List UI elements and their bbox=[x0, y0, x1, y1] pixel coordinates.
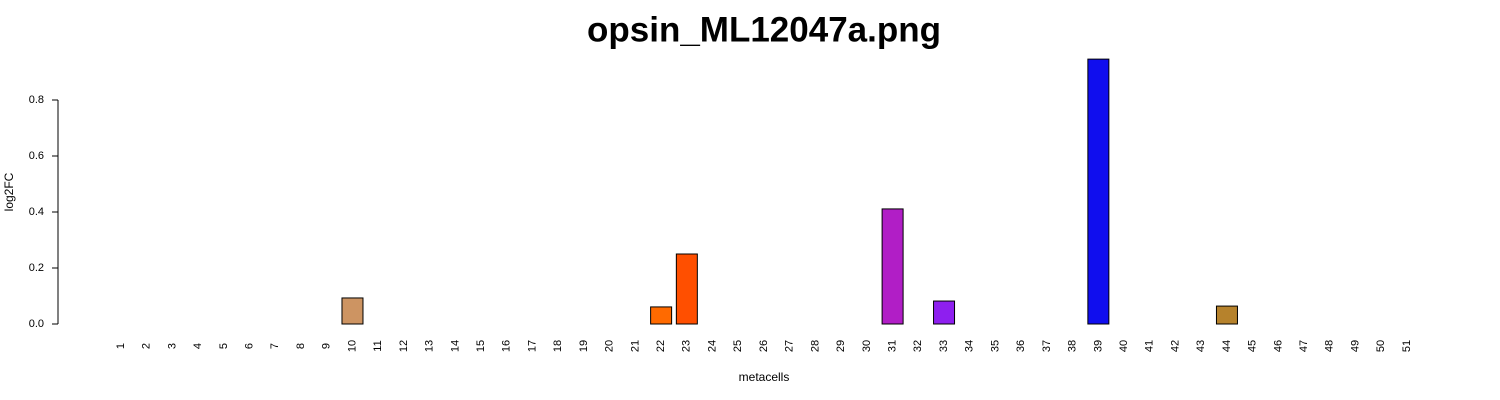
x-tick-label: 11 bbox=[372, 340, 384, 351]
x-tick-label: 21 bbox=[629, 340, 641, 352]
x-tick-label: 39 bbox=[1092, 340, 1104, 352]
x-tick-label: 32 bbox=[912, 340, 924, 352]
x-tick-label: 12 bbox=[398, 340, 410, 352]
x-tick-label: 15 bbox=[475, 340, 487, 352]
x-tick-label: 27 bbox=[784, 340, 796, 352]
x-tick-label: 10 bbox=[346, 340, 358, 352]
y-tick-label: 0.8 bbox=[29, 94, 44, 106]
x-tick-label: 8 bbox=[295, 343, 307, 349]
x-tick-label: 51 bbox=[1401, 340, 1413, 352]
x-tick-label: 16 bbox=[501, 340, 513, 352]
bar bbox=[1087, 58, 1110, 325]
x-tick-label: 5 bbox=[218, 343, 230, 349]
x-tick-label: 4 bbox=[192, 343, 204, 349]
x-tick-label: 6 bbox=[244, 343, 256, 349]
x-tick-label: 23 bbox=[681, 340, 693, 352]
x-tick-label: 17 bbox=[526, 340, 538, 352]
x-tick-label: 26 bbox=[758, 340, 770, 352]
bar bbox=[881, 208, 904, 325]
x-tick-label: 40 bbox=[1118, 340, 1130, 352]
x-tick-label: 38 bbox=[1067, 340, 1079, 352]
x-tick-label: 35 bbox=[989, 340, 1001, 352]
x-tick-label: 24 bbox=[706, 340, 718, 352]
x-tick-label: 13 bbox=[424, 340, 436, 352]
y-tick-label: 0.4 bbox=[29, 206, 44, 218]
x-tick-label: 43 bbox=[1195, 340, 1207, 352]
y-tick-label: 0.2 bbox=[29, 262, 44, 274]
x-tick-label: 30 bbox=[861, 340, 873, 352]
x-tick-label: 20 bbox=[604, 340, 616, 352]
x-tick-label: 25 bbox=[732, 340, 744, 352]
bar bbox=[675, 253, 698, 325]
x-tick-label: 7 bbox=[269, 343, 281, 349]
x-tick-label: 3 bbox=[166, 343, 178, 349]
x-tick-label: 44 bbox=[1221, 340, 1233, 352]
x-tick-label: 28 bbox=[809, 340, 821, 352]
x-tick-label: 41 bbox=[1144, 340, 1156, 352]
x-tick-label: 14 bbox=[449, 340, 461, 352]
x-tick-label: 34 bbox=[964, 340, 976, 352]
bar bbox=[933, 300, 956, 325]
y-tick-label: 0.0 bbox=[29, 318, 44, 330]
x-tick-label: 49 bbox=[1349, 340, 1361, 352]
y-tick-label: 0.6 bbox=[29, 150, 44, 162]
x-axis-label: metacells bbox=[739, 370, 790, 384]
x-tick-label: 29 bbox=[835, 340, 847, 352]
x-tick-label: 33 bbox=[938, 340, 950, 352]
x-tick-label: 9 bbox=[321, 343, 333, 349]
x-tick-label: 45 bbox=[1247, 340, 1259, 352]
x-tick-label: 22 bbox=[655, 340, 667, 352]
x-tick-label: 47 bbox=[1298, 340, 1310, 352]
x-tick-label: 2 bbox=[141, 343, 153, 349]
x-tick-label: 42 bbox=[1169, 340, 1181, 352]
x-tick-label: 1 bbox=[115, 343, 127, 349]
x-tick-label: 36 bbox=[1015, 340, 1027, 352]
x-tick-label: 48 bbox=[1324, 340, 1336, 352]
x-tick-label: 46 bbox=[1272, 340, 1284, 352]
x-tick-label: 50 bbox=[1375, 340, 1387, 352]
bar bbox=[650, 306, 673, 325]
x-tick-label: 31 bbox=[887, 340, 899, 352]
x-tick-label: 18 bbox=[552, 340, 564, 352]
y-axis-label: log2FC bbox=[2, 172, 16, 211]
x-tick-label: 19 bbox=[578, 340, 590, 352]
bar bbox=[341, 297, 364, 325]
bar bbox=[1215, 305, 1238, 325]
x-tick-label: 37 bbox=[1041, 340, 1053, 352]
chart-title: opsin_ML12047a.png bbox=[587, 10, 941, 49]
